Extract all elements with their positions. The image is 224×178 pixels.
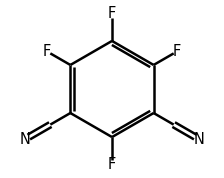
Text: F: F [108, 157, 116, 172]
Text: F: F [108, 6, 116, 21]
Text: N: N [19, 132, 30, 147]
Text: N: N [194, 132, 205, 147]
Text: F: F [43, 44, 51, 59]
Text: F: F [173, 44, 181, 59]
